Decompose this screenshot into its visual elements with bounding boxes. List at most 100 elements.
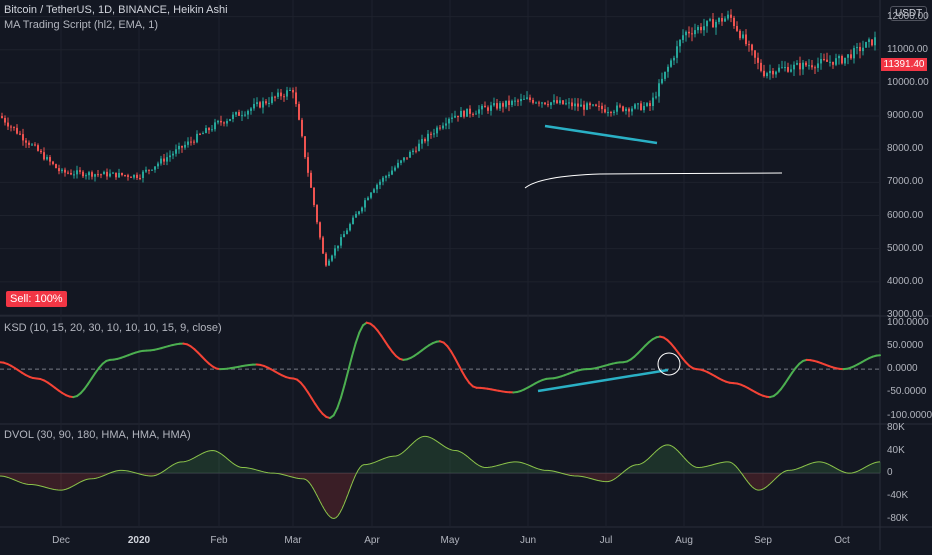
candle-body — [64, 170, 66, 173]
candle-body — [652, 98, 654, 106]
candle-body — [475, 114, 477, 115]
candle-body — [739, 31, 741, 38]
candle-body — [73, 174, 75, 175]
candle-body — [643, 106, 645, 110]
candle-body — [211, 129, 213, 130]
candle-body — [460, 111, 462, 117]
candle-body — [376, 185, 378, 190]
candle-body — [838, 56, 840, 58]
ksd-legend[interactable]: KSD (10, 15, 20, 30, 10, 10, 10, 15, 9, … — [4, 322, 222, 334]
candle-body — [448, 119, 450, 124]
candle-body — [361, 208, 363, 212]
candle-body — [310, 173, 312, 188]
candle-body — [127, 175, 129, 177]
candle-body — [397, 163, 399, 168]
candle-body — [343, 234, 345, 237]
candle-body — [868, 39, 870, 42]
candle-body — [799, 63, 801, 69]
candle-body — [415, 151, 417, 152]
candle-body — [451, 118, 453, 119]
symbol-legend[interactable]: Bitcoin / TetherUS, 1D, BINANCE, Heikin … — [4, 4, 228, 16]
script-legend[interactable]: MA Trading Script (hl2, EMA, 1) — [4, 19, 158, 31]
candle-body — [175, 149, 177, 153]
candle-body — [181, 146, 183, 148]
candle-body — [472, 114, 474, 115]
price-axis-label: 6000.00 — [887, 210, 923, 221]
candle-body — [412, 151, 414, 152]
candle-body — [706, 21, 708, 27]
candle-body — [409, 152, 411, 158]
candle-body — [307, 157, 309, 173]
candle-body — [151, 170, 153, 171]
candle-body — [466, 109, 468, 117]
candle-body — [58, 168, 60, 171]
candle-body — [232, 115, 234, 119]
time-axis-label: Oct — [834, 535, 850, 546]
candle-body — [550, 102, 552, 105]
candle-body — [277, 93, 279, 97]
candle-body — [421, 139, 423, 144]
candle-body — [130, 177, 132, 178]
candle-body — [724, 19, 726, 22]
candle-body — [52, 162, 54, 164]
dvol-axis-label: 0 — [887, 467, 893, 478]
candle-body — [169, 155, 171, 157]
candle-body — [736, 26, 738, 31]
candle-body — [499, 103, 501, 108]
candle-body — [163, 159, 165, 162]
candle-body — [256, 102, 258, 104]
candle-body — [715, 22, 717, 28]
candle-body — [100, 174, 102, 175]
candle-body — [118, 173, 120, 177]
candle-body — [439, 128, 441, 129]
candle-body — [772, 71, 774, 75]
candle-body — [853, 48, 855, 58]
candle-body — [226, 121, 228, 124]
candle-body — [403, 157, 405, 160]
candle-body — [418, 144, 420, 151]
candle-body — [847, 54, 849, 57]
candle-body — [862, 48, 864, 51]
dvol-axis-label: -40K — [887, 490, 908, 501]
candle-body — [502, 103, 504, 107]
ksd-highlight-circle — [658, 353, 680, 375]
candle-body — [340, 237, 342, 245]
candle-body — [214, 122, 216, 129]
candle-body — [61, 170, 63, 171]
candle-body — [859, 47, 861, 51]
candle-body — [751, 45, 753, 51]
candle-body — [709, 19, 711, 21]
ksd-trendline — [538, 370, 668, 391]
candle-body — [760, 63, 762, 71]
candle-body — [49, 157, 51, 162]
ksd-axis-label: -50.0000 — [887, 386, 926, 397]
candle-body — [112, 173, 114, 174]
candle-body — [253, 104, 255, 108]
candle-body — [571, 102, 573, 106]
candle-body — [640, 103, 642, 110]
candle-body — [628, 109, 630, 112]
candle-body — [745, 34, 747, 44]
ksd-line-segment — [458, 365, 462, 372]
candle-body — [187, 142, 189, 145]
candle-body — [547, 104, 549, 105]
ksd-line-segment — [334, 408, 338, 415]
price-axis-label: 9000.00 — [887, 110, 923, 121]
candle-body — [385, 176, 387, 178]
candle-body — [784, 67, 786, 68]
candle-body — [280, 93, 282, 97]
candle-body — [301, 120, 303, 136]
candle-body — [691, 33, 693, 34]
dvol-legend[interactable]: DVOL (30, 90, 180, HMA, HMA, HMA) — [4, 429, 191, 441]
candle-body — [298, 104, 300, 120]
candle-body — [850, 54, 852, 58]
candle-body — [394, 168, 396, 171]
candle-body — [682, 35, 684, 40]
candle-body — [676, 46, 678, 58]
candle-body — [40, 151, 42, 152]
candle-body — [28, 143, 30, 145]
candle-body — [535, 103, 537, 104]
candle-body — [445, 123, 447, 125]
